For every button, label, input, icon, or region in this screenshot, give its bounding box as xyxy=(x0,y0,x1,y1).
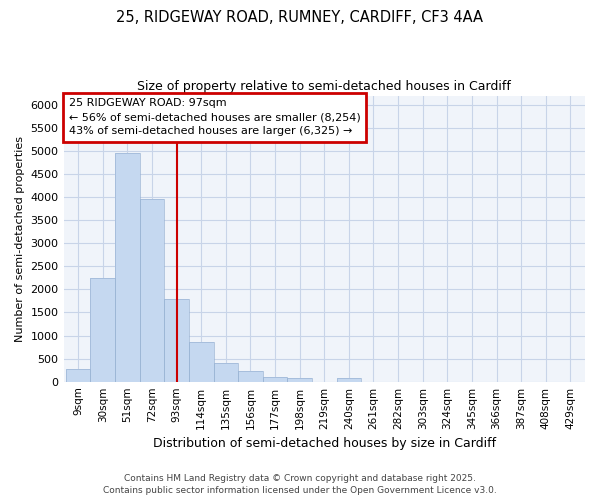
Bar xyxy=(140,200,164,382)
Y-axis label: Number of semi-detached properties: Number of semi-detached properties xyxy=(15,136,25,342)
Bar xyxy=(140,200,164,382)
Bar xyxy=(115,153,140,382)
Title: Size of property relative to semi-detached houses in Cardiff: Size of property relative to semi-detach… xyxy=(137,80,511,93)
Bar xyxy=(189,342,214,382)
Bar xyxy=(91,278,115,382)
Bar xyxy=(238,372,263,382)
Bar xyxy=(337,378,361,382)
Bar xyxy=(164,298,189,382)
Bar xyxy=(66,369,91,382)
Text: 25 RIDGEWAY ROAD: 97sqm
← 56% of semi-detached houses are smaller (8,254)
43% of: 25 RIDGEWAY ROAD: 97sqm ← 56% of semi-de… xyxy=(69,98,361,136)
Bar xyxy=(164,298,189,382)
X-axis label: Distribution of semi-detached houses by size in Cardiff: Distribution of semi-detached houses by … xyxy=(153,437,496,450)
Bar xyxy=(287,378,312,382)
Bar xyxy=(263,377,287,382)
Bar xyxy=(238,372,263,382)
Bar xyxy=(189,342,214,382)
Bar xyxy=(115,153,140,382)
Bar xyxy=(214,363,238,382)
Bar xyxy=(66,369,91,382)
Bar xyxy=(91,278,115,382)
Text: 25, RIDGEWAY ROAD, RUMNEY, CARDIFF, CF3 4AA: 25, RIDGEWAY ROAD, RUMNEY, CARDIFF, CF3 … xyxy=(116,10,484,25)
Bar xyxy=(214,363,238,382)
Bar xyxy=(337,378,361,382)
Bar xyxy=(287,378,312,382)
Bar xyxy=(263,377,287,382)
Text: Contains HM Land Registry data © Crown copyright and database right 2025.
Contai: Contains HM Land Registry data © Crown c… xyxy=(103,474,497,495)
